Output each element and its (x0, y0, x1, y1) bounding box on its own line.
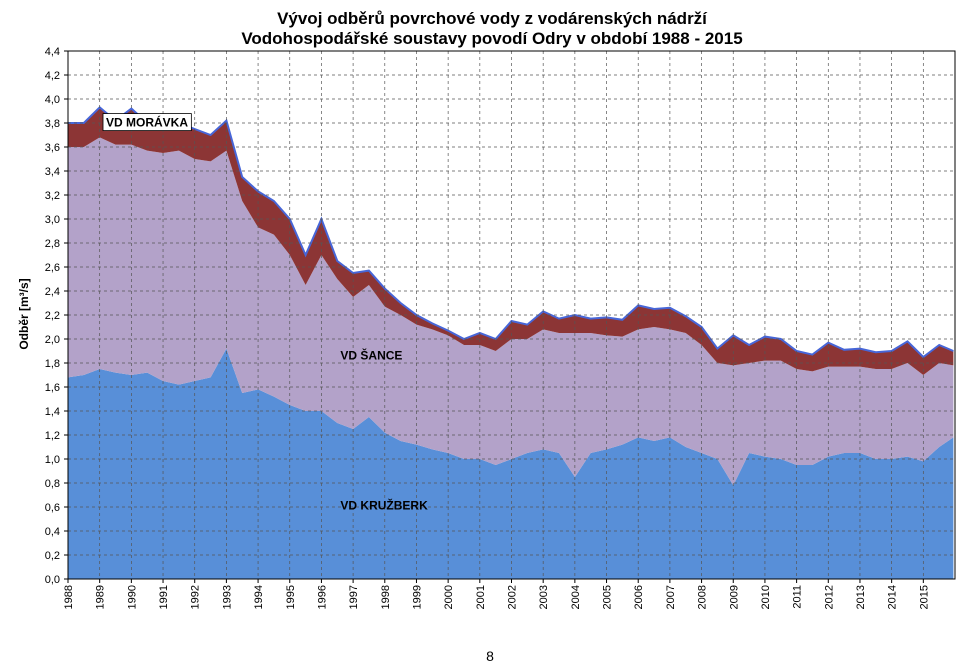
x-tick-label: 2007 (665, 585, 677, 609)
x-tick-label: 1988 (63, 585, 75, 609)
y-tick-label: 0,0 (45, 574, 60, 586)
x-tick-label: 2004 (570, 585, 582, 609)
y-tick-label: 1,0 (45, 454, 60, 466)
y-tick-label: 3,8 (45, 118, 60, 130)
x-tick-label: 2010 (760, 585, 772, 609)
y-tick-label: 0,2 (45, 550, 60, 562)
x-tick-label: 1989 (95, 585, 107, 609)
plot-area (67, 50, 956, 580)
x-tick-label: 1996 (316, 585, 328, 609)
y-tick-label: 2,2 (45, 310, 60, 322)
x-tick-label: 2003 (538, 585, 550, 609)
x-tick-label: 1992 (190, 585, 202, 609)
x-tick-label: 2008 (697, 585, 709, 609)
x-tick-label: 1998 (380, 585, 392, 609)
label-vd-moravka: VD MORÁVKA (106, 115, 188, 130)
label-vd-sance: VD ŠANCE (340, 347, 402, 362)
series-layer (68, 106, 954, 579)
label-vd-kruzberk: VD KRUŽBERK (340, 497, 428, 512)
y-tick-label: 1,6 (45, 382, 60, 394)
y-tick-label: 0,4 (45, 526, 60, 538)
y-tick-label: 3,4 (45, 166, 60, 178)
y-tick-label: 2,4 (45, 286, 60, 298)
area-vd-kruzberk (68, 348, 954, 579)
y-tick-label: 1,4 (45, 406, 60, 418)
y-tick-label: 3,2 (45, 190, 60, 202)
x-tick-label: 2002 (507, 585, 519, 609)
area-vd-moravka (68, 107, 954, 376)
x-tick-label: 2011 (792, 585, 804, 609)
x-tick-label: 2013 (855, 585, 867, 609)
y-tick-label: 1,2 (45, 430, 60, 442)
x-axis: 1988 1989 1990 1991 1992 1993 1994 1995 1996 1997… (63, 579, 930, 609)
y-tick-label: 3,6 (45, 142, 60, 154)
y-tick-label: 3,0 (45, 214, 60, 226)
chart-title-line-2: Vodohospodářské soustavy povodí Odry v o… (241, 29, 742, 48)
x-tick-label: 1994 (253, 585, 265, 609)
x-tick-label: 2000 (443, 585, 455, 609)
y-tick-label: 0,8 (45, 478, 60, 490)
y-tick-label: 2,6 (45, 262, 60, 274)
x-tick-label: 1993 (221, 585, 233, 609)
y-tick-label: 4,2 (45, 70, 60, 82)
x-tick-label: 1997 (348, 585, 360, 609)
x-tick-label: 2001 (475, 585, 487, 609)
y-tick-label: 2,0 (45, 334, 60, 346)
x-tick-label: 2014 (887, 585, 899, 609)
y-tick-label: 0,6 (45, 502, 60, 514)
x-tick-label: 1999 (411, 585, 423, 609)
x-tick-label: 2015 (918, 585, 930, 609)
y-tick-label: 2,8 (45, 238, 60, 250)
x-tick-label: 2012 (823, 585, 835, 609)
y-tick-label: 4,0 (45, 94, 60, 106)
y-axis-label: Odběr [m³/s] (17, 278, 31, 349)
chart-title-line-1: Vývoj odběrů povrchové vody z vodárenský… (277, 9, 708, 28)
x-tick-label: 2009 (728, 585, 740, 609)
x-tick-label: 1991 (158, 585, 170, 609)
label-box-vd-moravka (102, 113, 192, 132)
x-tick-label: 2005 (602, 585, 614, 609)
y-tick-label: 4,4 (45, 46, 60, 58)
series-labels: VD KRUŽBERK VD ŠANCE VD MORÁVKA (102, 113, 428, 512)
page-number: 8 (486, 648, 494, 664)
y-tick-label: 1,8 (45, 358, 60, 370)
x-tick-label: 2006 (633, 585, 645, 609)
y-axis: 0,0 0,2 0,4 0,6 0,8 1,0 1,2 1,4 1,6 1,8 2,0 2,2 2,4 2… (45, 46, 68, 586)
area-vd-sance (68, 137, 954, 486)
x-tick-label: 1995 (285, 585, 297, 609)
x-tick-label: 1990 (126, 585, 138, 609)
